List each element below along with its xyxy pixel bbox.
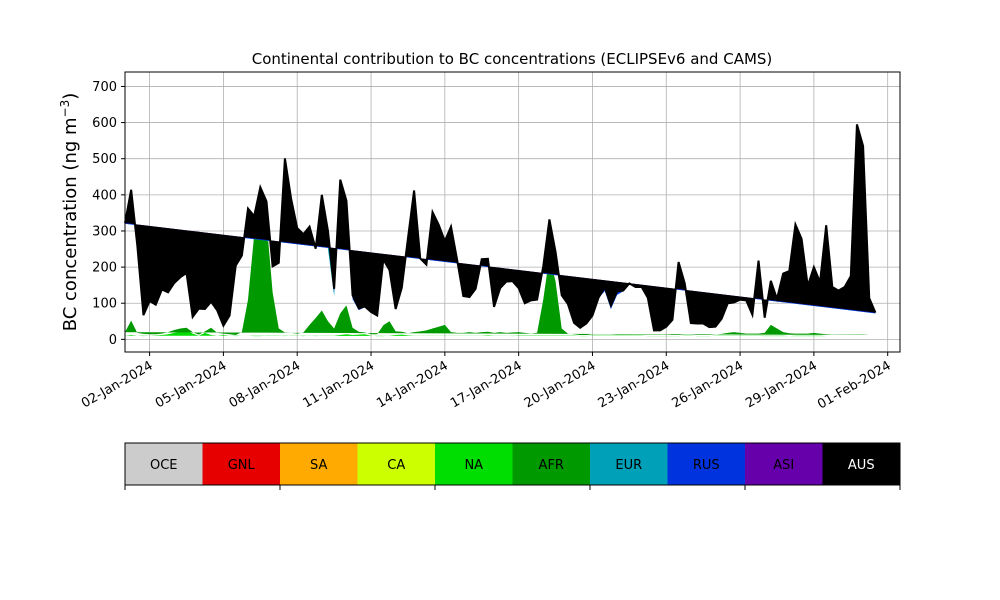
x-axis: 02-Jan-202405-Jan-202408-Jan-202411-Jan-…	[79, 352, 894, 412]
y-tick-label: 100	[92, 297, 117, 312]
y-tick-label: 200	[92, 261, 117, 276]
y-axis: 0 100 200 300 400 500 600 700	[92, 80, 125, 348]
legend-label-afr: AFR	[539, 458, 564, 473]
legend-swatch-eur	[590, 443, 668, 485]
legend-frame	[124, 442, 901, 486]
total-line-group	[124, 124, 877, 332]
grid	[125, 72, 900, 352]
area-na	[125, 330, 876, 337]
y-tick-label: 300	[92, 224, 117, 239]
legend-swatch-ca	[357, 443, 435, 485]
y-axis-label-text: BC concentration (ng m	[60, 117, 81, 331]
y-axis-label-sup: −3	[58, 100, 72, 118]
x-tick-label: 01-Feb-2024	[815, 358, 894, 412]
x-tick-label: 20-Jan-2024	[522, 358, 599, 411]
x-tick-label: 14-Jan-2024	[374, 358, 451, 411]
x-tick-label: 08-Jan-2024	[227, 358, 304, 411]
legend-label-aus: AUS	[848, 458, 875, 473]
x-tick-label: 11-Jan-2024	[300, 358, 377, 411]
legend-label-na: NA	[464, 458, 483, 473]
x-tick-label: 26-Jan-2024	[669, 358, 746, 411]
legend-swatch-asi	[745, 443, 823, 485]
y-tick-label: 700	[92, 80, 117, 95]
legend-label-oce: OCE	[150, 458, 178, 473]
legend-swatch-sa	[280, 443, 358, 485]
legend-swatch-aus	[822, 443, 900, 485]
legend-swatch-gnl	[202, 443, 280, 485]
legend-swatch-oce	[125, 443, 203, 485]
x-tick-label: 02-Jan-2024	[79, 358, 156, 411]
y-axis-label: BC concentration (ng m−3)	[58, 93, 81, 332]
legend-label-asi: ASI	[773, 458, 794, 473]
y-tick-label: 500	[92, 152, 117, 167]
legend-label-eur: EUR	[615, 458, 642, 473]
legend-swatch-rus	[667, 443, 745, 485]
x-tick-label: 23-Jan-2024	[596, 358, 673, 411]
plot-frame	[124, 71, 901, 353]
legend-label-rus: RUS	[693, 458, 720, 473]
legend-label-gnl: GNL	[228, 458, 256, 473]
chart-title: Continental contribution to BC concentra…	[252, 50, 773, 68]
y-axis-label-close: )	[60, 93, 81, 100]
stacked-areas	[125, 124, 876, 337]
legend-swatch-afr	[512, 443, 590, 485]
x-tick-label: 05-Jan-2024	[153, 358, 230, 411]
x-tick-label: 17-Jan-2024	[448, 358, 525, 411]
legend-label-ca: CA	[387, 458, 405, 473]
y-tick-label: 600	[92, 116, 117, 131]
legend-swatch-na	[435, 443, 513, 485]
legend-label-sa: SA	[310, 458, 327, 473]
y-tick-label: 0	[109, 333, 117, 348]
y-tick-label: 400	[92, 188, 117, 203]
total-line	[124, 124, 877, 332]
x-tick-label: 29-Jan-2024	[743, 358, 820, 411]
legend-colorbar: OCE GNL SA CA NA AFR EUR RUS ASI AUS	[124, 442, 901, 490]
